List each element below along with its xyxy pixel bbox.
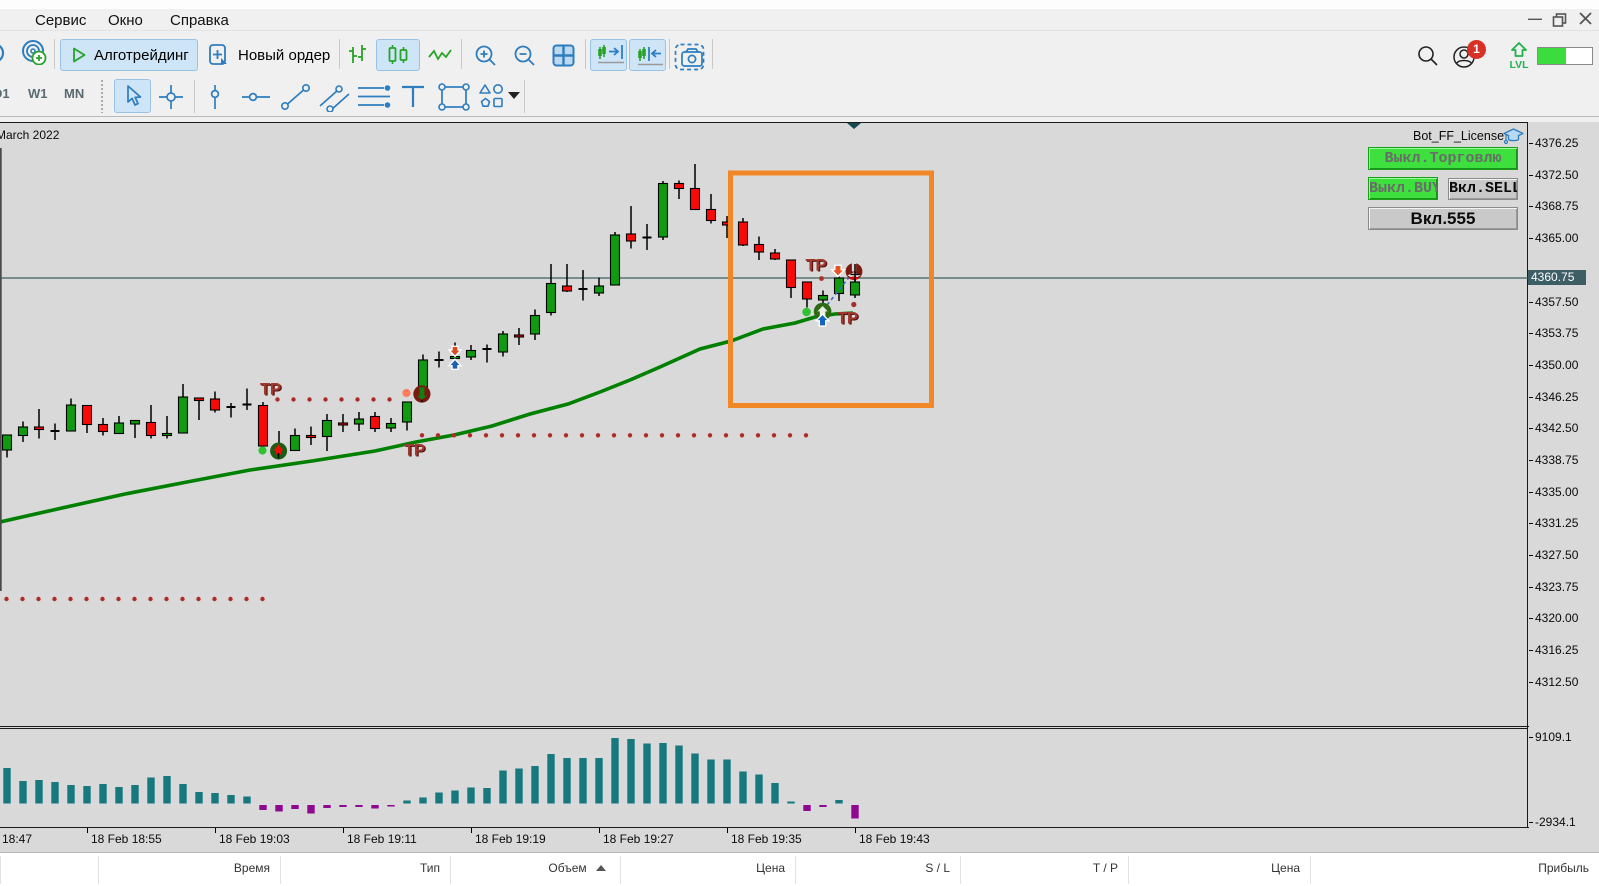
svg-text:TP: TP: [806, 256, 827, 275]
svg-text:TP: TP: [405, 442, 426, 461]
svg-text:TP: TP: [260, 380, 281, 399]
svg-text:LVL: LVL: [1509, 59, 1529, 71]
svg-text:TP: TP: [261, 381, 282, 400]
svg-text:TP: TP: [838, 310, 859, 329]
svg-text:TP: TP: [837, 309, 858, 328]
svg-text:TP: TP: [807, 257, 828, 276]
svg-text:TP: TP: [404, 441, 425, 460]
